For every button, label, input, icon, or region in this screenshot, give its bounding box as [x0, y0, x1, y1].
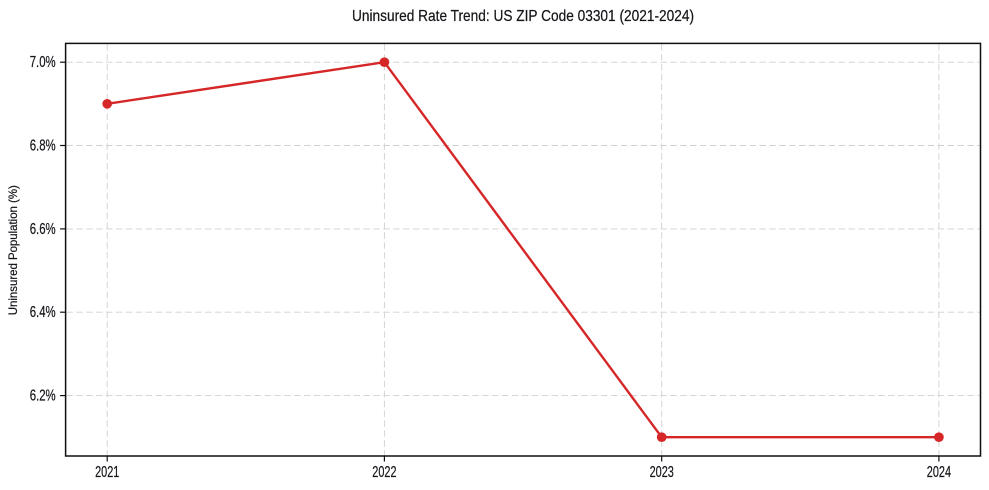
svg-text:6.4%: 6.4%	[30, 304, 56, 321]
svg-text:2024: 2024	[927, 464, 951, 481]
svg-text:6.2%: 6.2%	[30, 388, 56, 405]
svg-text:2023: 2023	[650, 464, 674, 481]
svg-text:Uninsured Rate Trend: US ZIP C: Uninsured Rate Trend: US ZIP Code 03301 …	[352, 8, 694, 25]
svg-text:6.6%: 6.6%	[30, 221, 56, 238]
svg-text:7.0%: 7.0%	[30, 54, 56, 71]
svg-text:2021: 2021	[95, 464, 119, 481]
svg-text:Uninsured Population (%): Uninsured Population (%)	[6, 185, 20, 315]
svg-text:6.8%: 6.8%	[30, 137, 56, 154]
svg-text:2022: 2022	[372, 464, 396, 481]
